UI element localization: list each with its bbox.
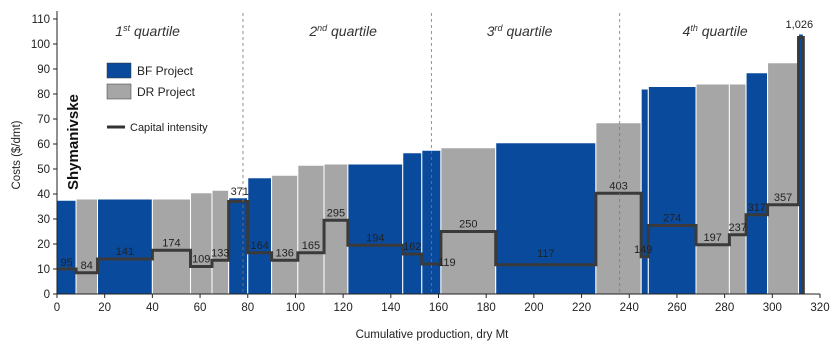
capital-intensity-label: 109 bbox=[192, 254, 210, 266]
y-tick-label: 0 bbox=[44, 289, 50, 301]
y-tick-label: 20 bbox=[37, 239, 50, 251]
legend-swatch-dr bbox=[106, 83, 132, 100]
cost-bar-bf bbox=[56, 199, 77, 295]
cost-bar-bf bbox=[647, 86, 697, 295]
x-tick-label: 280 bbox=[715, 302, 734, 314]
cost-bar-dr bbox=[695, 83, 730, 295]
y-tick-label: 40 bbox=[37, 189, 50, 201]
capital-intensity-label: 274 bbox=[663, 213, 681, 225]
y-tick-label: 10 bbox=[37, 264, 50, 276]
capital-intensity-label: 84 bbox=[81, 260, 93, 272]
quartile-layer: 1st quartile 2nd quartile 3rd quartile 4th … bbox=[115, 13, 748, 294]
x-tick-label: 300 bbox=[763, 302, 782, 314]
quartile-label: 1st quartile bbox=[115, 23, 180, 39]
x-tick-label: 40 bbox=[146, 302, 159, 314]
quartile-label: 4th quartile bbox=[683, 23, 748, 39]
x-tick-label: 180 bbox=[477, 302, 496, 314]
capital-intensity-label: 403 bbox=[609, 180, 627, 192]
cost-bar-bf bbox=[347, 163, 404, 295]
x-tick-label: 100 bbox=[286, 302, 305, 314]
legend-label-dr: DR Project bbox=[137, 85, 196, 99]
capital-intensity-label: 165 bbox=[302, 240, 320, 252]
capital-intensity-label: 95 bbox=[60, 257, 72, 269]
x-tick-label: 240 bbox=[620, 302, 639, 314]
capital-intensity-label: 133 bbox=[211, 247, 229, 259]
capital-intensity-label: 371 bbox=[231, 186, 249, 198]
quartile-label: 3rd quartile bbox=[487, 23, 553, 39]
x-tick-label: 260 bbox=[667, 302, 686, 314]
capital-intensity-label: 141 bbox=[116, 246, 134, 258]
cost-bar-dr bbox=[728, 83, 747, 295]
capital-intensity-label: 1,026 bbox=[786, 19, 814, 31]
x-tick-label: 60 bbox=[194, 302, 207, 314]
capital-intensity-label: 237 bbox=[729, 222, 747, 234]
x-tick-label: 160 bbox=[429, 302, 448, 314]
cost-bar-bf bbox=[247, 177, 273, 295]
x-tick-label: 20 bbox=[98, 302, 111, 314]
y-tick-label: 110 bbox=[32, 14, 50, 26]
capital-intensity-label: 117 bbox=[537, 248, 555, 260]
x-axis-title: Cumulative production, dry Mt bbox=[356, 329, 510, 341]
legend-label-capital-intensity: Capital intensity bbox=[130, 122, 208, 134]
cost-bar-dr bbox=[767, 62, 800, 295]
cost-bar-bf bbox=[495, 142, 597, 295]
capital-intensity-label: 197 bbox=[704, 232, 722, 244]
cost-bar-dr bbox=[595, 122, 642, 295]
quartile-label: 2nd quartile bbox=[308, 23, 377, 39]
cost-bar-bf bbox=[640, 88, 649, 295]
y-tick-label: 60 bbox=[37, 139, 50, 151]
x-tick-label: 320 bbox=[810, 302, 829, 314]
shymanivske-callout: Shymanivske bbox=[65, 94, 82, 190]
y-tick-label: 90 bbox=[37, 64, 50, 76]
capital-intensity-label: 136 bbox=[276, 247, 294, 259]
capital-intensity-label: 162 bbox=[403, 241, 421, 253]
capital-intensity-label: 317 bbox=[748, 202, 766, 214]
x-tick-label: 220 bbox=[572, 302, 591, 314]
cost-bar-dr bbox=[297, 164, 325, 295]
cost-bar-dr bbox=[271, 174, 299, 295]
y-tick-label: 30 bbox=[37, 214, 50, 226]
x-tick-label: 140 bbox=[381, 302, 400, 314]
capital-intensity-line-layer bbox=[57, 36, 805, 294]
capital-intensity-line bbox=[57, 36, 805, 294]
x-tick-label: 120 bbox=[334, 302, 353, 314]
cost-bar-dr bbox=[440, 147, 497, 295]
legend-swatch-bf bbox=[106, 62, 132, 79]
capital-intensity-label: 295 bbox=[327, 207, 345, 219]
bars-layer bbox=[56, 33, 804, 295]
y-tick-label: 50 bbox=[37, 164, 50, 176]
capital-intensity-label: 119 bbox=[438, 257, 456, 269]
cost-bar-bf bbox=[228, 197, 249, 295]
axes-layer: 0 10 20 30 40 50 60 70 80 90 100 110 0 20 40 60 80 100 120… bbox=[31, 11, 830, 314]
capital-intensity-label: 357 bbox=[774, 192, 792, 204]
y-tick-label: 80 bbox=[37, 89, 50, 101]
capital-intensity-label: 250 bbox=[459, 219, 477, 231]
legend: BF Project DR Project Capital intensity bbox=[106, 62, 208, 134]
y-tick-label: 70 bbox=[37, 114, 50, 126]
capital-intensity-label: 194 bbox=[366, 232, 384, 244]
capital-intensity-label: 164 bbox=[250, 240, 268, 252]
cost-bar-bf bbox=[745, 72, 769, 295]
capital-intensity-label: 174 bbox=[162, 237, 180, 249]
legend-label-bf: BF Project bbox=[137, 64, 194, 78]
x-tick-label: 80 bbox=[241, 302, 254, 314]
cost-bar-dr bbox=[190, 192, 213, 295]
y-axis-title: Costs ($/dmt) bbox=[11, 120, 23, 189]
x-tick-label: 0 bbox=[54, 302, 60, 314]
y-tick-label: 100 bbox=[31, 39, 50, 51]
cost-bar-dr bbox=[211, 189, 230, 295]
cost-bar-bf bbox=[402, 152, 423, 295]
x-tick-label: 200 bbox=[524, 302, 543, 314]
capital-intensity-label: 149 bbox=[634, 244, 652, 256]
cost-bar-dr bbox=[323, 163, 349, 295]
cost-bar-dr bbox=[75, 198, 99, 295]
